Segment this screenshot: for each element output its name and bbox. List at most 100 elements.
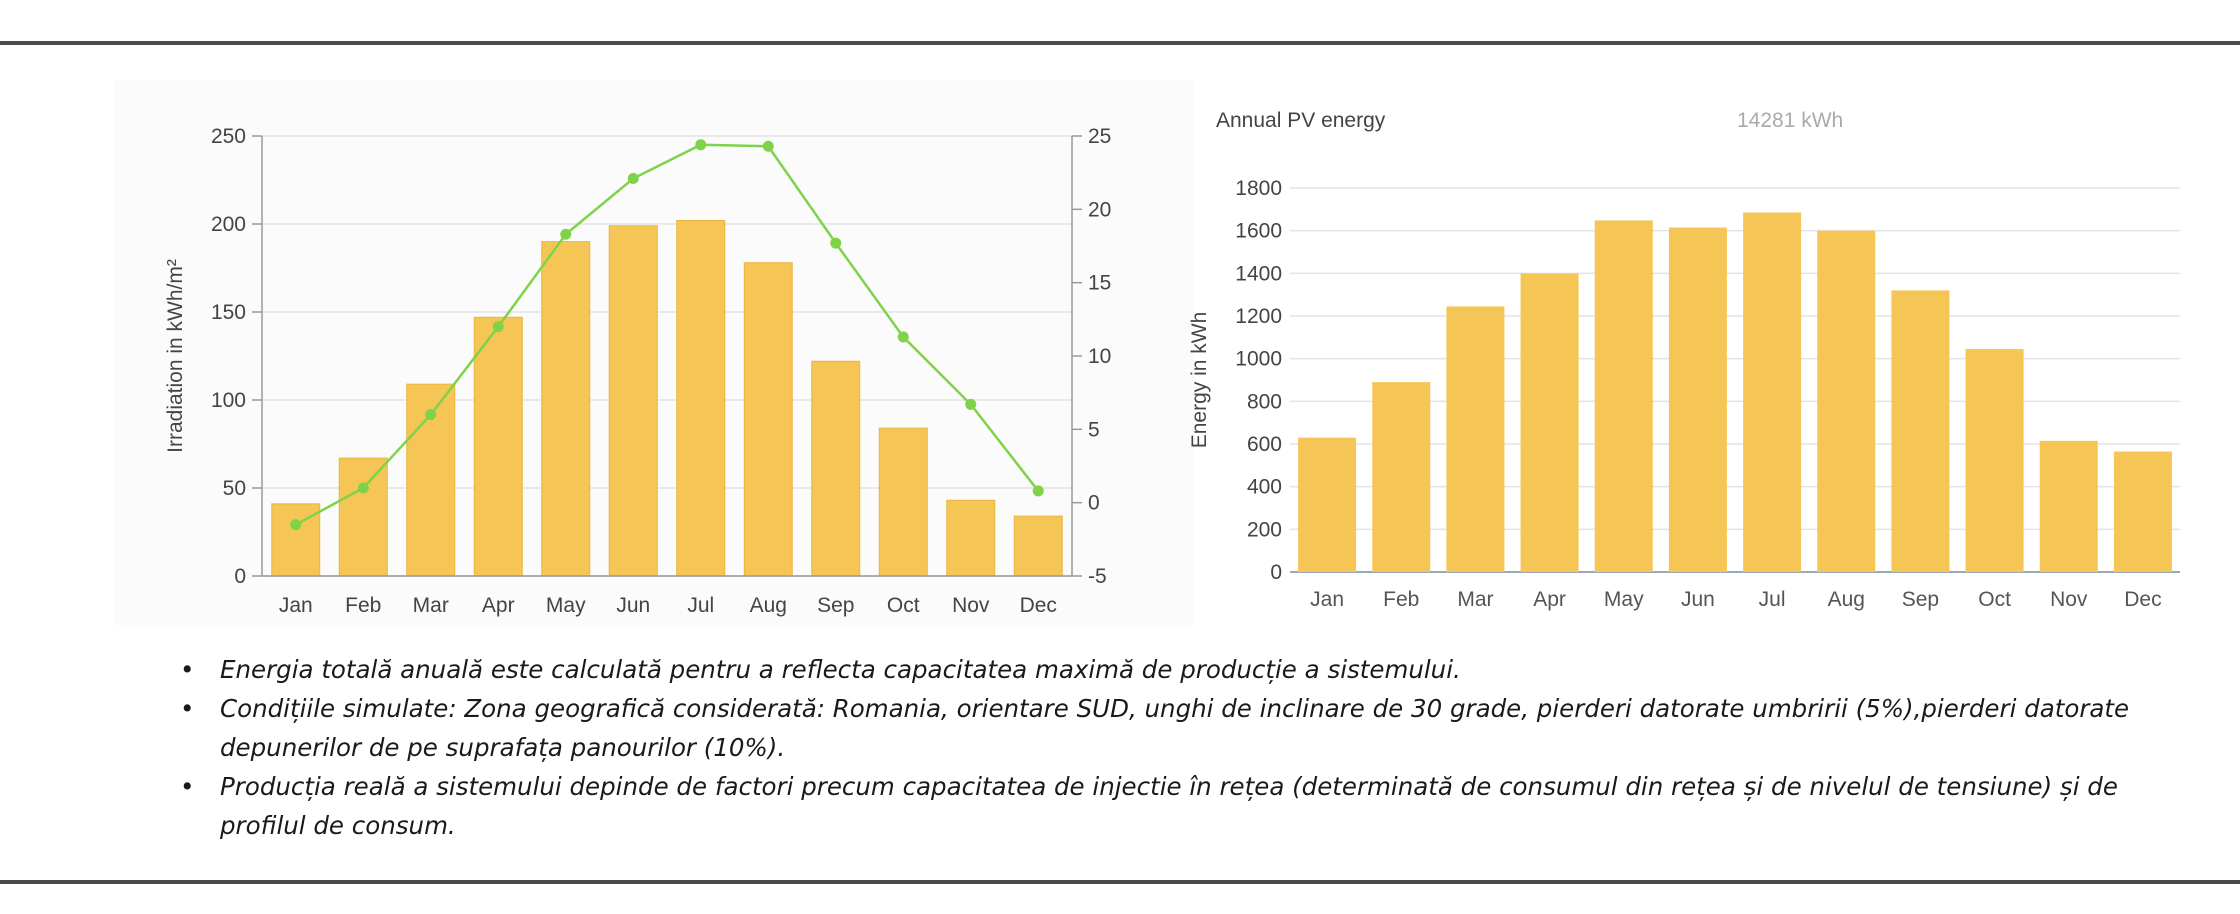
bar <box>946 499 996 577</box>
y-tick-label: 0 <box>1270 561 1282 584</box>
x-tick-label: May <box>1604 588 1644 611</box>
bar <box>1817 230 1876 572</box>
y2-tick-label: 10 <box>1088 345 1111 368</box>
note-text: Condițiile simulate: Zona geografică con… <box>220 694 2130 762</box>
bullet-icon: • <box>180 772 195 801</box>
bar <box>2039 440 2098 572</box>
x-tick-label: Apr <box>482 594 515 617</box>
bar <box>1013 515 1063 577</box>
x-tick-label: Dec <box>2124 588 2161 611</box>
x-tick-label: Apr <box>1533 588 1566 611</box>
bar <box>1594 220 1653 572</box>
x-tick-label: May <box>546 594 586 617</box>
note-item: • Energia totală anuală este calculată pe… <box>180 650 2140 689</box>
bar <box>1668 227 1727 572</box>
bar <box>811 360 861 577</box>
annual-total: 14281 kWh <box>1737 109 1843 132</box>
y-tick-label: 1200 <box>1235 305 1282 328</box>
y2-tick-label: 0 <box>1088 492 1100 515</box>
y-axis-label: Energy in kWh <box>1188 312 1211 449</box>
x-tick-label: Jun <box>616 594 650 617</box>
y-tick-label: 600 <box>1247 433 1282 456</box>
y-tick-label: 400 <box>1247 476 1282 499</box>
line-point <box>830 237 842 249</box>
bottom-divider <box>0 880 2240 884</box>
note-item: • Condițiile simulate: Zona geografică co… <box>180 689 2140 767</box>
y-tick-label: 250 <box>211 125 246 148</box>
top-divider <box>0 41 2240 45</box>
y-tick-label: 150 <box>211 301 246 324</box>
x-tick-label: Jan <box>279 594 313 617</box>
y-tick-label: 200 <box>1247 518 1282 541</box>
bar <box>878 427 928 577</box>
line-point <box>1032 485 1044 497</box>
bar <box>1520 273 1579 572</box>
x-tick-label: Aug <box>750 594 787 617</box>
y2-tick-label: 25 <box>1088 125 1111 148</box>
bar <box>541 241 591 577</box>
x-tick-label: Mar <box>1457 588 1493 611</box>
line-point <box>627 173 639 185</box>
bar <box>676 219 726 577</box>
x-tick-label: Sep <box>1902 588 1939 611</box>
y2-tick-label: 20 <box>1088 198 1111 221</box>
notes-list: • Energia totală anuală este calculată pe… <box>180 650 2140 845</box>
bar <box>608 225 658 577</box>
bullet-icon: • <box>180 655 195 684</box>
x-tick-label: Feb <box>345 594 381 617</box>
bar <box>1743 212 1802 573</box>
x-tick-label: Oct <box>1978 588 2011 611</box>
line-point <box>897 331 909 343</box>
x-tick-label: Aug <box>1828 588 1865 611</box>
x-tick-label: Jul <box>687 594 714 617</box>
x-tick-label: Feb <box>1383 588 1419 611</box>
y-tick-label: 50 <box>223 477 246 500</box>
bar <box>743 262 793 577</box>
bar <box>1298 437 1357 572</box>
note-text: Producția reală a sistemului depinde de … <box>220 772 2118 840</box>
y-tick-label: 1400 <box>1235 262 1282 285</box>
y-tick-label: 1000 <box>1235 348 1282 371</box>
line-point <box>290 519 302 531</box>
y-axis-label: Irradiation in kWh/m² <box>164 259 187 453</box>
y2-tick-label: 5 <box>1088 418 1100 441</box>
bar <box>271 503 321 577</box>
x-tick-label: Nov <box>2050 588 2088 611</box>
line-point <box>965 398 977 410</box>
bar <box>1446 306 1505 572</box>
chart-title: Annual PV energy <box>1216 109 1386 132</box>
note-item: • Producția reală a sistemului depinde de… <box>180 767 2140 845</box>
x-tick-label: Nov <box>952 594 990 617</box>
line-point <box>762 140 774 152</box>
bar <box>473 316 523 577</box>
x-tick-label: Jul <box>1759 588 1786 611</box>
y-tick-label: 200 <box>211 213 246 236</box>
temperature-line <box>295 143 1040 526</box>
bar <box>1372 382 1431 572</box>
bar <box>1891 290 1950 572</box>
x-tick-label: Jun <box>1681 588 1715 611</box>
y-tick-label: 1600 <box>1235 220 1282 243</box>
bar <box>2113 451 2172 572</box>
x-tick-label: Mar <box>413 594 449 617</box>
y-tick-label: 100 <box>211 389 246 412</box>
line-point <box>492 321 504 333</box>
line-point <box>560 228 572 240</box>
note-text: Energia totală anuală este calculată pen… <box>220 655 1461 684</box>
y-tick-label: 1800 <box>1235 177 1282 200</box>
y2-tick-label: 15 <box>1088 272 1111 295</box>
y-tick-label: 0 <box>234 565 246 588</box>
line-point <box>425 409 437 421</box>
bar <box>338 457 388 577</box>
y2-tick-label: -5 <box>1088 565 1107 588</box>
line-point <box>695 139 707 151</box>
x-tick-label: Jan <box>1310 588 1344 611</box>
x-tick-label: Oct <box>887 594 920 617</box>
x-tick-label: Dec <box>1020 594 1057 617</box>
x-tick-label: Sep <box>817 594 854 617</box>
bar <box>1965 349 2024 572</box>
line-point <box>357 482 369 494</box>
bullet-icon: • <box>180 694 195 723</box>
y-tick-label: 800 <box>1247 390 1282 413</box>
